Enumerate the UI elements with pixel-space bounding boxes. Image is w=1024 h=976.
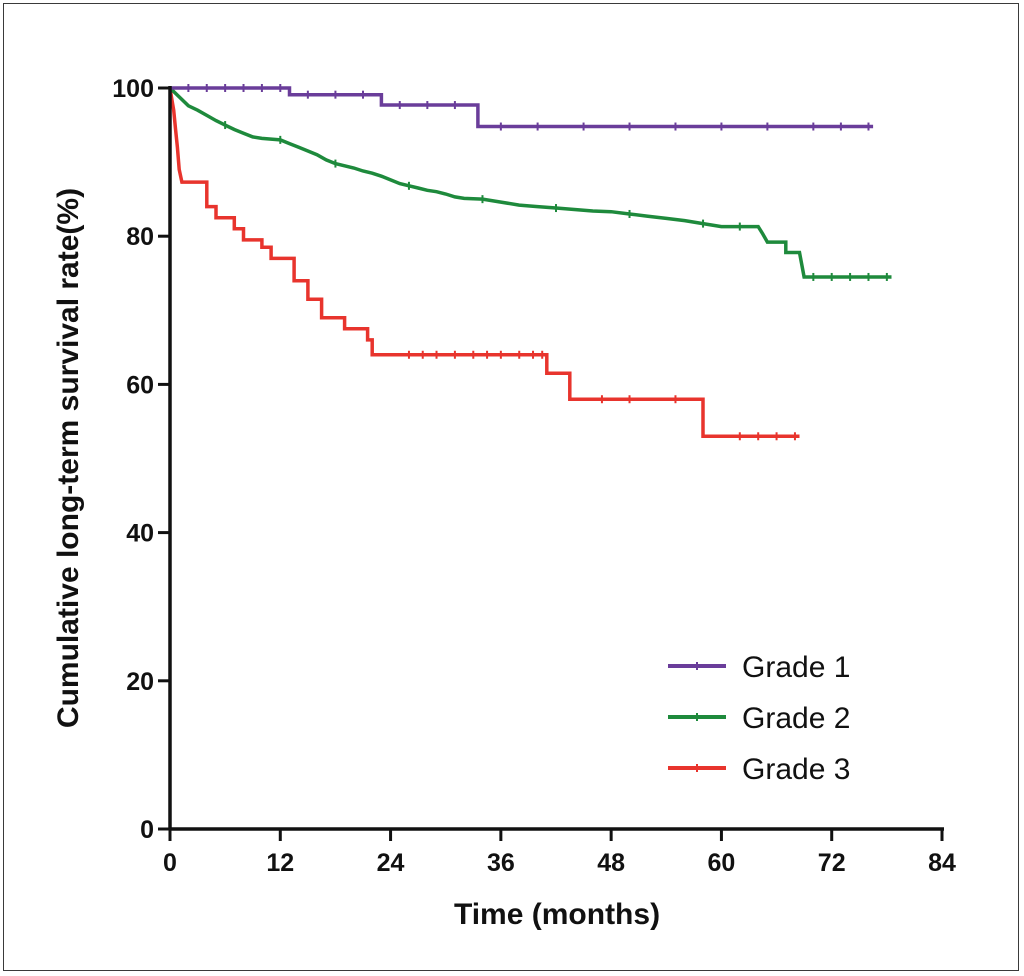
y-tick-label: 0 xyxy=(140,816,154,844)
plot-lines xyxy=(168,84,892,441)
x-axis-ticks: 0 12 24 36 48 60 72 84 xyxy=(163,829,956,877)
y-tick-label: 100 xyxy=(112,75,154,103)
y-tick-label: 20 xyxy=(126,668,154,696)
y-axis-ticks: 0 20 40 60 80 100 xyxy=(112,75,170,844)
x-tick-label: 0 xyxy=(163,849,177,877)
series-line-grade-2 xyxy=(168,86,892,279)
y-tick-label: 40 xyxy=(126,520,154,548)
series-grade-3 xyxy=(168,87,800,441)
x-tick-label: 12 xyxy=(266,849,294,877)
series-grade-1 xyxy=(170,84,874,131)
x-tick-label: 48 xyxy=(597,849,625,877)
series-line-grade-1 xyxy=(170,86,874,129)
x-tick-label: 60 xyxy=(708,849,736,877)
x-tick-label: 84 xyxy=(928,849,956,877)
x-axis-title: Time (months) xyxy=(454,898,660,931)
legend-label: Grade 3 xyxy=(742,753,850,786)
y-tick-label: 60 xyxy=(126,371,154,399)
axes xyxy=(168,86,944,831)
legend-item-grade-3: Grade 3 xyxy=(668,753,850,786)
legend-label: Grade 1 xyxy=(742,651,850,684)
figure-frame xyxy=(3,3,1019,971)
legend: Grade 1 Grade 2 Grade 3 xyxy=(668,651,850,786)
x-tick-label: 24 xyxy=(377,849,405,877)
legend-item-grade-1: Grade 1 xyxy=(668,651,850,684)
legend-item-grade-2: Grade 2 xyxy=(668,702,850,735)
x-tick-label: 36 xyxy=(487,849,515,877)
y-axis-title: Cumulative long-term survival rate(%) xyxy=(52,188,85,728)
legend-label: Grade 2 xyxy=(742,702,850,735)
x-tick-label: 72 xyxy=(818,849,846,877)
y-tick-label: 80 xyxy=(126,223,154,251)
series-grade-2 xyxy=(168,86,892,281)
series-line-grade-3 xyxy=(168,87,800,439)
